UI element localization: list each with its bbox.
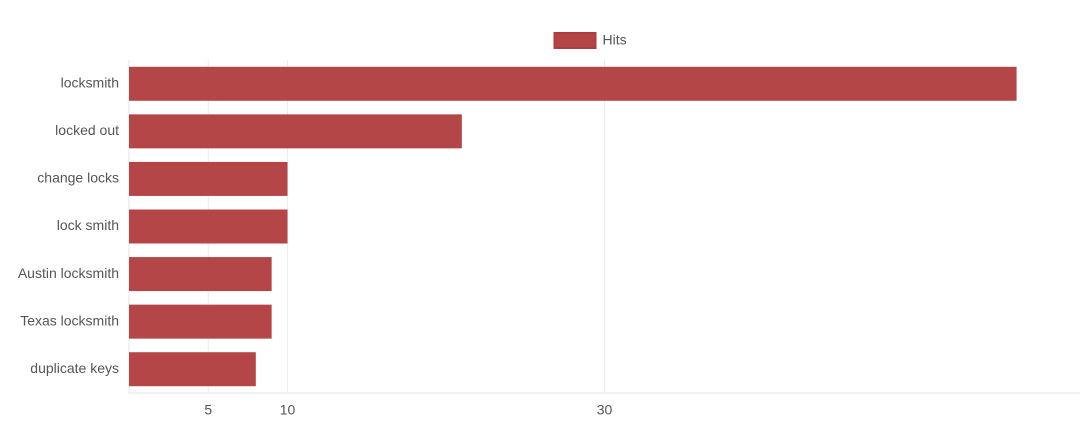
- y-tick-label: duplicate keys: [30, 360, 119, 376]
- x-tick-label: 5: [204, 402, 212, 418]
- bar: [129, 114, 462, 149]
- legend-label: Hits: [603, 32, 627, 48]
- y-tick-label: change locks: [37, 170, 119, 186]
- y-tick-label: Texas locksmith: [20, 312, 119, 328]
- bar: [129, 161, 288, 196]
- y-tick-label: locksmith: [61, 74, 119, 90]
- bar: [129, 66, 1017, 101]
- bar: [129, 352, 256, 387]
- bar: [129, 257, 272, 292]
- x-tick-label: 10: [280, 402, 296, 418]
- y-tick-label: Austin locksmith: [18, 265, 119, 281]
- bar: [129, 209, 288, 244]
- y-tick-label: lock smith: [57, 217, 119, 233]
- bar: [129, 304, 272, 339]
- y-tick-label: locked out: [55, 122, 119, 138]
- x-tick-label: 30: [597, 402, 613, 418]
- legend-swatch: [553, 32, 597, 49]
